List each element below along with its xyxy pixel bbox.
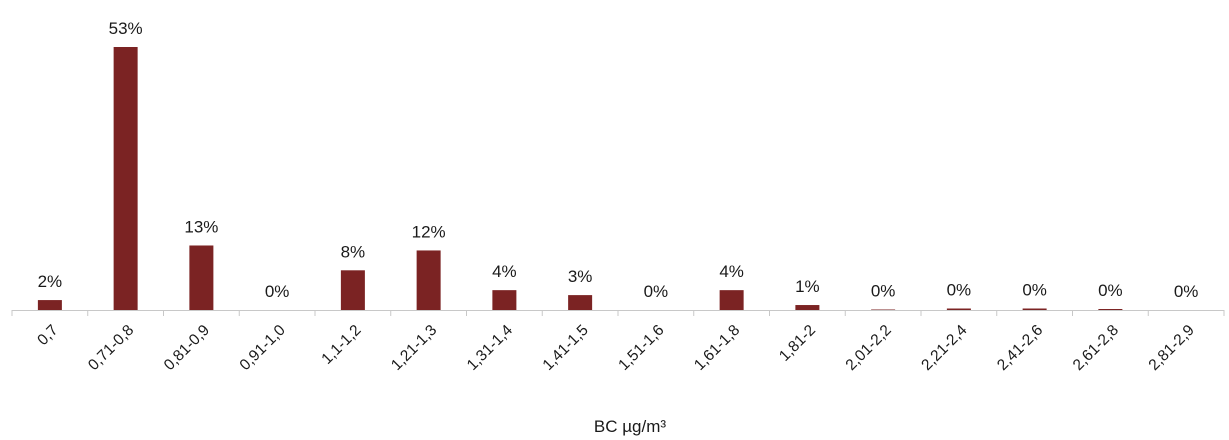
data-label-7: 3%: [568, 267, 593, 286]
bar-13: [1022, 308, 1047, 310]
x-tick-label-10: 1,81-2: [776, 322, 819, 365]
x-tick-label-5: 1,21-1,3: [388, 322, 440, 374]
data-label-0: 2%: [38, 272, 63, 291]
x-tick-label-7: 1,41-1,5: [540, 322, 592, 374]
x-tick-label-2: 0,81-0,9: [161, 322, 213, 374]
data-label-9: 4%: [719, 262, 744, 281]
x-tick-label-15: 2,81-2,9: [1146, 322, 1198, 374]
x-tick-label-8: 1,51-1,6: [615, 322, 667, 374]
bars-group: [37, 47, 1123, 310]
bar-14: [1098, 309, 1123, 310]
bar-2: [189, 245, 214, 310]
data-label-1: 53%: [109, 19, 143, 38]
bar-4: [340, 270, 365, 310]
bar-1: [113, 47, 138, 310]
bar-12: [946, 308, 971, 310]
bar-11: [871, 309, 896, 310]
data-label-5: 12%: [412, 222, 446, 241]
data-label-2: 13%: [184, 217, 218, 236]
x-tick-label-13: 2,41-2,6: [994, 322, 1046, 374]
data-label-11: 0%: [871, 282, 896, 301]
data-label-3: 0%: [265, 282, 290, 301]
data-label-6: 4%: [492, 262, 517, 281]
bar-6: [492, 290, 517, 310]
x-tick-label-4: 1,1-1,2: [318, 322, 364, 368]
data-labels-group: 2% 53% 13% 0% 8% 12% 4% 3% 0% 4% 1% 0% 0% 0% 0% 0%: [38, 19, 1199, 301]
x-ticks-group: [11, 310, 1225, 316]
x-tick-label-12: 2,21-2,4: [918, 321, 971, 374]
bar-10: [795, 305, 820, 310]
bar-9: [719, 290, 744, 310]
bar-0: [37, 300, 62, 310]
data-label-12: 0%: [947, 281, 972, 300]
x-tick-labels-group: 0,7 0,71-0,8 0,81-0,9 0,91-1,0 1,1-1,2 1,21-1…: [34, 321, 1198, 374]
data-label-14: 0%: [1098, 281, 1123, 300]
bar-5: [416, 250, 441, 310]
x-tick-label-6: 1,31-1,4: [464, 321, 517, 374]
x-tick-label-1: 0,71-0,8: [85, 322, 137, 374]
data-label-8: 0%: [644, 282, 669, 301]
x-tick-label-14: 2,61-2,8: [1070, 322, 1122, 374]
data-label-10: 1%: [795, 277, 820, 296]
data-label-13: 0%: [1022, 281, 1047, 300]
x-tick-label-11: 2,01-2,2: [843, 322, 895, 374]
x-tick-label-0: 0,7: [34, 322, 61, 349]
bar-7: [568, 295, 593, 310]
x-axis-title: BC µg/m³: [594, 417, 666, 436]
data-label-4: 8%: [341, 242, 366, 261]
x-tick-label-9: 1,61-1,8: [691, 322, 743, 374]
x-tick-label-3: 0,91-1,0: [237, 321, 290, 374]
data-label-15: 0%: [1174, 282, 1199, 301]
